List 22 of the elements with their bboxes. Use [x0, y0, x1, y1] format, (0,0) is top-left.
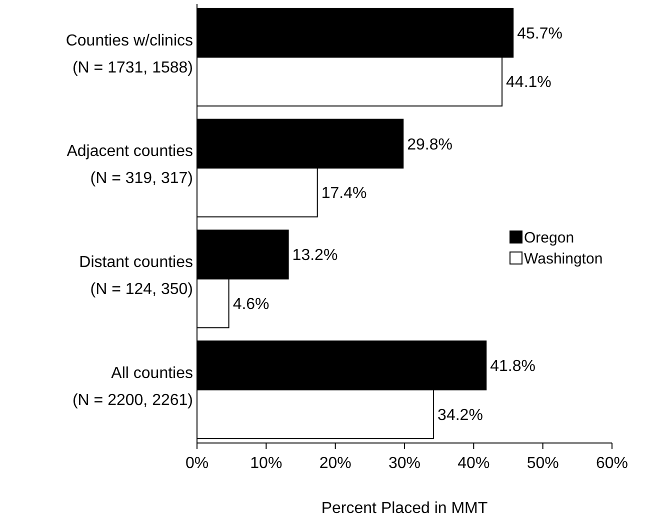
x-tick-label: 60% [596, 455, 628, 472]
x-tick-label: 0% [185, 455, 209, 472]
data-label: 17.4% [321, 185, 367, 202]
y-tick-label: Counties w/clinics (N = 1731, 1588) [66, 32, 193, 76]
x-tick-label: 30% [388, 455, 421, 472]
data-label: 45.7% [517, 25, 562, 42]
data-label: 44.1% [506, 74, 552, 92]
data-label: 34.2% [438, 406, 483, 424]
y-tick-label: Adjacent counties (N = 319, 317) [66, 143, 193, 188]
legend-label: Oregon [524, 229, 574, 246]
data-label: 41.8% [490, 358, 536, 375]
data-label: 4.6% [232, 296, 270, 313]
x-tick-label: 40% [458, 455, 490, 472]
y-tick-label: Distant counties (N = 124, 350) [79, 254, 193, 298]
legend-label: Washington [524, 250, 603, 268]
x-tick-label: 10% [250, 455, 282, 472]
x-tick-label: 20% [319, 455, 352, 472]
x-axis-title: Percent Placed in MMT [321, 500, 488, 517]
y-tick-label: All counties (N = 2200, 2261) [72, 364, 193, 409]
x-tick-label: 50% [526, 455, 559, 472]
data-label: 13.2% [292, 247, 338, 264]
data-label: 29.8% [407, 136, 452, 154]
